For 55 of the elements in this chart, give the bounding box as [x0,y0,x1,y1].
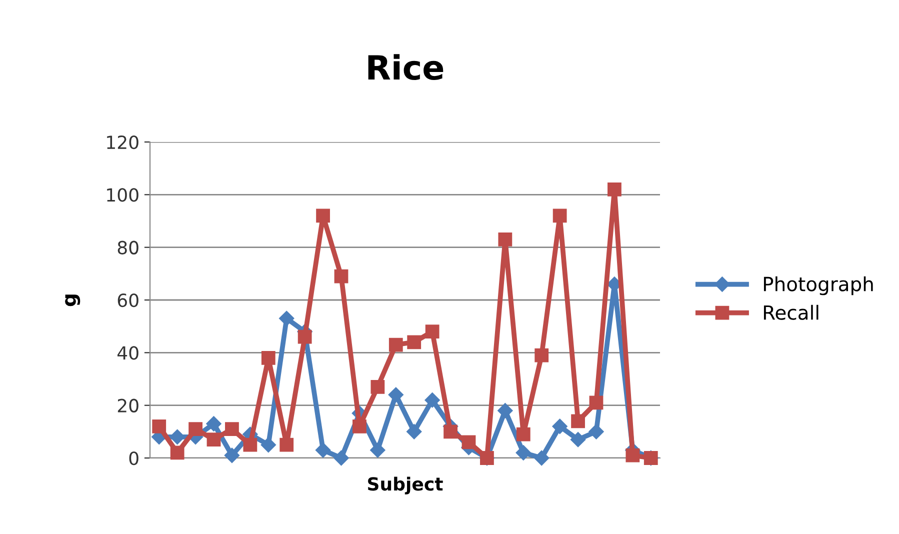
point [206,432,221,447]
point [498,403,513,418]
y-tick-label: 120 [107,135,138,150]
point [298,330,312,344]
point [552,418,568,434]
point [152,419,166,434]
point [334,450,349,466]
point [444,424,458,439]
point [534,450,550,466]
point [589,396,604,410]
point [516,445,531,460]
point [626,448,640,462]
point [315,442,331,458]
point [206,416,222,432]
legend-label: Photograph [764,276,873,296]
point [370,380,385,394]
point [261,350,276,365]
y-tick-label: 60 [118,293,138,308]
point [224,448,240,463]
legend-label: Recall [764,304,818,320]
point [570,432,586,448]
point [388,338,403,352]
point [243,438,258,452]
point [316,208,330,223]
point [516,427,530,442]
point [608,182,622,196]
point [552,208,567,223]
point [571,414,585,428]
y-tick-label: 20 [118,398,138,412]
point [352,419,366,434]
point [425,324,440,339]
point [334,269,348,284]
point [188,422,202,436]
point [406,424,422,440]
point [388,387,404,402]
point [588,424,604,440]
point [407,335,422,350]
chart-title: Rice [368,54,444,80]
point [225,422,239,436]
y-tick-label: 80 [118,240,138,254]
y-tick-label: 40 [117,346,138,360]
point [170,429,185,445]
point [498,232,512,246]
point [534,348,549,362]
x-axis-title: Subject [368,476,443,494]
point [462,435,476,450]
y-tick-label: 0 [129,451,138,466]
y-tick-label: 100 [107,188,138,202]
point [279,310,294,326]
point [170,446,184,460]
point [260,437,276,452]
point [370,442,386,458]
point [280,438,294,452]
y-axis-title: g [65,294,80,306]
point [424,392,440,408]
